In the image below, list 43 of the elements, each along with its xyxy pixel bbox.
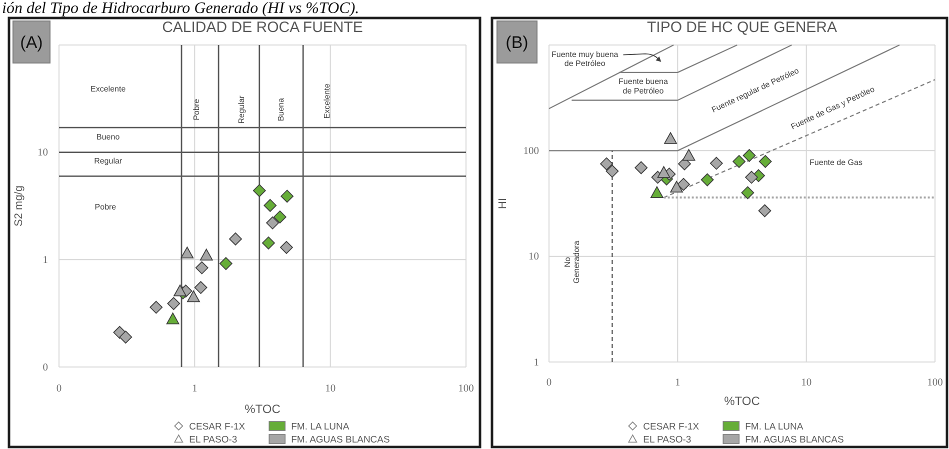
annotation: Fuente buena de Petróleo: [618, 77, 668, 96]
legend-label: CESAR F-1X: [643, 421, 700, 432]
y-tick-label: 10: [528, 252, 539, 263]
legend-label: FM. LA LUNA: [291, 421, 350, 432]
annotation: Regular: [236, 95, 246, 124]
text: (A): [20, 32, 43, 52]
x-tick-label: 0: [546, 377, 552, 388]
annotation: Fuente de Gas: [810, 158, 862, 167]
legend-label: EL PASO-3: [189, 434, 238, 446]
y-axis-title: HI: [496, 198, 509, 209]
annotation: Bueno: [96, 132, 120, 142]
y-tick-label: 0: [42, 362, 48, 374]
legend-label: FM. LA LUNA: [745, 421, 804, 432]
annotation: Excelente: [322, 83, 332, 119]
x-tick-label: 0: [56, 383, 62, 394]
x-tick-label: 1: [192, 383, 198, 394]
y-tick-label: 100: [523, 146, 539, 158]
chart-title: TIPO DE HC QUE GENERA: [646, 19, 838, 36]
text: (B): [506, 32, 528, 52]
annotation: Buena: [276, 98, 286, 122]
x-tick-label: 10: [325, 383, 336, 394]
legend-label: FM. AGUAS BLANCAS: [291, 434, 390, 446]
legend-label: FM. AGUAS BLANCAS: [745, 434, 844, 446]
legend-label: EL PASO-3: [643, 434, 692, 446]
legend-label: CESAR F-1X: [189, 421, 246, 432]
y-axis-title: S2 mg/g: [12, 186, 25, 226]
x-tick-label: 100: [927, 377, 943, 388]
annotation: Excelente: [90, 84, 126, 94]
x-axis-title: %TOC: [244, 402, 281, 416]
y-tick-label: 1: [42, 255, 48, 266]
chart-title: CALIDAD DE ROCA FUENTE: [162, 19, 363, 36]
text: ión del Tipo de Hidrocarburo Generado (HI vs %TOC).: [2, 0, 360, 17]
x-tick-label: 1: [675, 377, 680, 388]
annotation: No Generadora: [562, 240, 582, 284]
annotation: Pobre: [192, 98, 202, 120]
x-axis-title: %TOC: [724, 394, 760, 408]
annotation: Regular: [94, 156, 122, 166]
x-tick-label: 100: [458, 383, 474, 394]
annotation: Fuente muy buena de Petróleo: [552, 50, 619, 68]
x-tick-label: 10: [801, 377, 812, 388]
annotation: Pobre: [94, 202, 117, 212]
y-tick-label: 1: [534, 357, 539, 368]
y-tick-label: 10: [38, 148, 48, 159]
